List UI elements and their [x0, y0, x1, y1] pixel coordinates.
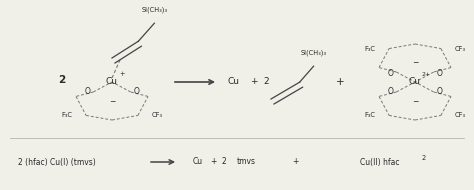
Text: O: O	[437, 69, 443, 78]
Text: O: O	[387, 69, 393, 78]
Text: Si(CH₃)₃: Si(CH₃)₃	[141, 7, 167, 13]
Text: CF₃: CF₃	[455, 112, 466, 118]
Text: Cu: Cu	[193, 158, 203, 166]
Text: O: O	[134, 86, 140, 96]
Text: 2: 2	[263, 78, 269, 86]
Text: +: +	[336, 77, 344, 87]
Text: CF₃: CF₃	[152, 112, 163, 118]
Text: 2 (hfac) Cu(I) (tmvs): 2 (hfac) Cu(I) (tmvs)	[18, 158, 96, 166]
Text: +: +	[250, 78, 258, 86]
Text: O: O	[387, 86, 393, 96]
Text: O: O	[437, 86, 443, 96]
Text: 2+: 2+	[421, 73, 430, 78]
Text: O: O	[84, 86, 90, 96]
Text: 2: 2	[222, 158, 227, 166]
Text: 2: 2	[422, 155, 426, 161]
Text: 2: 2	[58, 75, 65, 85]
Text: Cu: Cu	[106, 78, 118, 86]
Text: tmvs: tmvs	[237, 158, 256, 166]
Text: +: +	[292, 158, 298, 166]
Text: Cu(II) hfac: Cu(II) hfac	[360, 158, 400, 166]
Text: +: +	[210, 158, 216, 166]
Text: −: −	[412, 58, 418, 67]
Text: −: −	[412, 97, 418, 106]
Text: Si(CH₃)₃: Si(CH₃)₃	[301, 50, 327, 56]
Text: +: +	[119, 71, 125, 77]
Text: F₃C: F₃C	[364, 46, 375, 51]
Text: F₃C: F₃C	[364, 112, 375, 118]
Text: Cu: Cu	[409, 78, 421, 86]
Text: −: −	[109, 97, 115, 106]
Text: Cu: Cu	[228, 78, 240, 86]
Text: CF₃: CF₃	[455, 46, 466, 51]
Text: F₃C: F₃C	[61, 112, 72, 118]
